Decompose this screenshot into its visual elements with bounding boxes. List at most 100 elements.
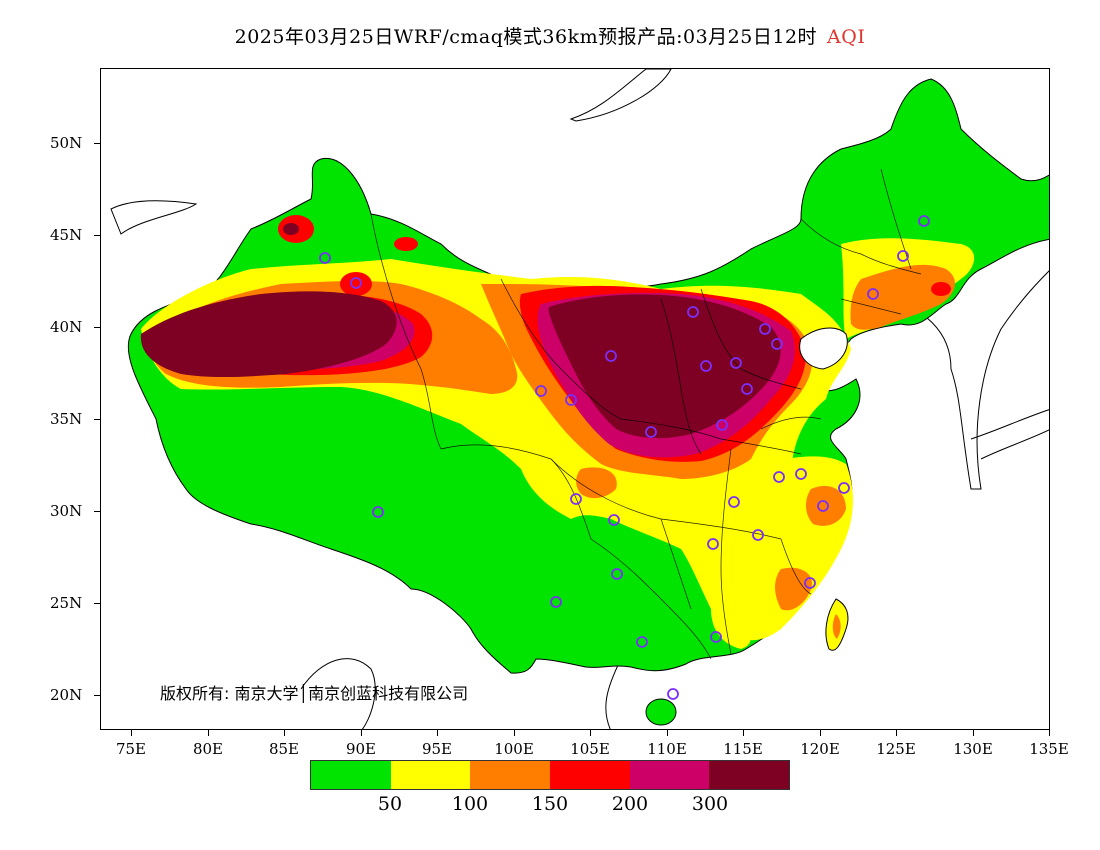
lon-tick [895, 730, 897, 736]
map-frame [100, 68, 1050, 730]
aqi-red-turpan [340, 272, 372, 296]
station-marker [804, 577, 816, 589]
lat-tick [94, 235, 100, 236]
lat-label: 25N [50, 594, 83, 612]
station-marker [773, 471, 785, 483]
station-marker [700, 360, 712, 372]
lon-label: 110E [647, 740, 687, 758]
station-marker [667, 688, 679, 700]
variable-label: AQI [827, 26, 866, 48]
aqi-red-liaoning [931, 282, 951, 296]
lat-label: 50N [50, 134, 83, 152]
lon-tick [130, 730, 132, 736]
aqi-maroon-west [140, 291, 397, 378]
station-marker [707, 538, 719, 550]
station-marker [565, 394, 577, 406]
station-marker [817, 500, 829, 512]
lat-tick [94, 603, 100, 604]
russia-coast [569, 69, 672, 122]
lon-label: 95E [421, 740, 453, 758]
legend-label: 200 [611, 793, 649, 815]
lat-tick [94, 511, 100, 512]
korea-japan-outline [890, 270, 1049, 490]
station-marker [319, 252, 331, 264]
japan-outline [970, 409, 1049, 460]
aqi-orange-liaoning [850, 264, 956, 330]
station-marker [752, 529, 764, 541]
aqi-orange-fujian [775, 567, 812, 611]
lat-label: 40N [50, 318, 83, 336]
lon-label: 90E [345, 740, 377, 758]
station-marker [897, 250, 909, 262]
legend-label: 50 [377, 793, 403, 815]
taiwan-core [832, 614, 841, 639]
lon-label: 115E [723, 740, 763, 758]
station-marker [838, 482, 850, 494]
lat-tick [94, 695, 100, 696]
lat-label: 35N [50, 410, 83, 428]
station-markers [319, 215, 930, 700]
legend-label: 150 [531, 793, 569, 815]
legend-swatch-moderate [390, 761, 471, 789]
station-marker [710, 631, 722, 643]
lon-tick [283, 730, 285, 736]
lon-label: 135E [1029, 740, 1069, 758]
legend-swatch-good [311, 761, 391, 789]
station-marker [372, 506, 384, 518]
vietnam-outline [605, 658, 622, 729]
lon-label: 125E [876, 740, 916, 758]
legend-label: 300 [691, 793, 729, 815]
station-marker [605, 350, 617, 362]
station-marker [771, 338, 783, 350]
aqi-legend-bar [310, 760, 790, 790]
hainan-island [645, 698, 677, 726]
lon-tick [436, 730, 438, 736]
aqi-orange-zhejiang [805, 485, 846, 526]
legend-swatch-sensitive [470, 761, 551, 789]
lon-tick [207, 730, 209, 736]
lon-label: 80E [192, 740, 224, 758]
lat-tick [94, 143, 100, 144]
station-marker [645, 426, 657, 438]
station-marker [730, 357, 742, 369]
station-marker [636, 636, 648, 648]
lon-tick [666, 730, 668, 736]
aqi-maroon-central [548, 294, 781, 439]
station-marker [570, 493, 582, 505]
lon-label: 100E [494, 740, 534, 758]
copyright-notice: 版权所有: 南京大学│南京创蓝科技有限公司 [160, 684, 469, 703]
lon-tick [742, 730, 744, 736]
station-marker [687, 306, 699, 318]
lon-label: 105E [570, 740, 610, 758]
lat-label: 30N [50, 502, 83, 520]
legend-label: 100 [451, 793, 489, 815]
station-marker [535, 385, 547, 397]
lon-label: 120E [800, 740, 840, 758]
lon-tick [1048, 730, 1050, 736]
bohai-sea [799, 327, 848, 370]
lon-tick [513, 730, 515, 736]
lon-label: 75E [115, 740, 147, 758]
lat-tick [94, 327, 100, 328]
station-marker [716, 419, 728, 431]
lon-label: 85E [268, 740, 300, 758]
aqi-maroon-urumqi [283, 223, 299, 235]
station-marker [728, 496, 740, 508]
lon-tick [360, 730, 362, 736]
map-title: 2025年03月25日WRF/cmaq模式36km预报产品:03月25日12时 A… [0, 22, 1100, 49]
station-marker [608, 514, 620, 526]
aqi-orange-sichuan [576, 467, 617, 499]
station-marker [795, 468, 807, 480]
map-title-text: 2025年03月25日WRF/cmaq模式36km预报产品:03月25日12时 [234, 26, 818, 48]
legend-swatch-hazardous [709, 761, 790, 789]
station-marker [741, 383, 753, 395]
legend-swatch-unhealthy [550, 761, 630, 789]
indochina-outline [300, 658, 376, 729]
station-marker [350, 277, 362, 289]
kazakh-lake [110, 200, 198, 235]
lon-tick [819, 730, 821, 736]
province-borders [370, 168, 922, 660]
lat-label: 20N [50, 686, 83, 704]
lat-label: 45N [50, 226, 83, 244]
aqi-map [110, 69, 1049, 729]
